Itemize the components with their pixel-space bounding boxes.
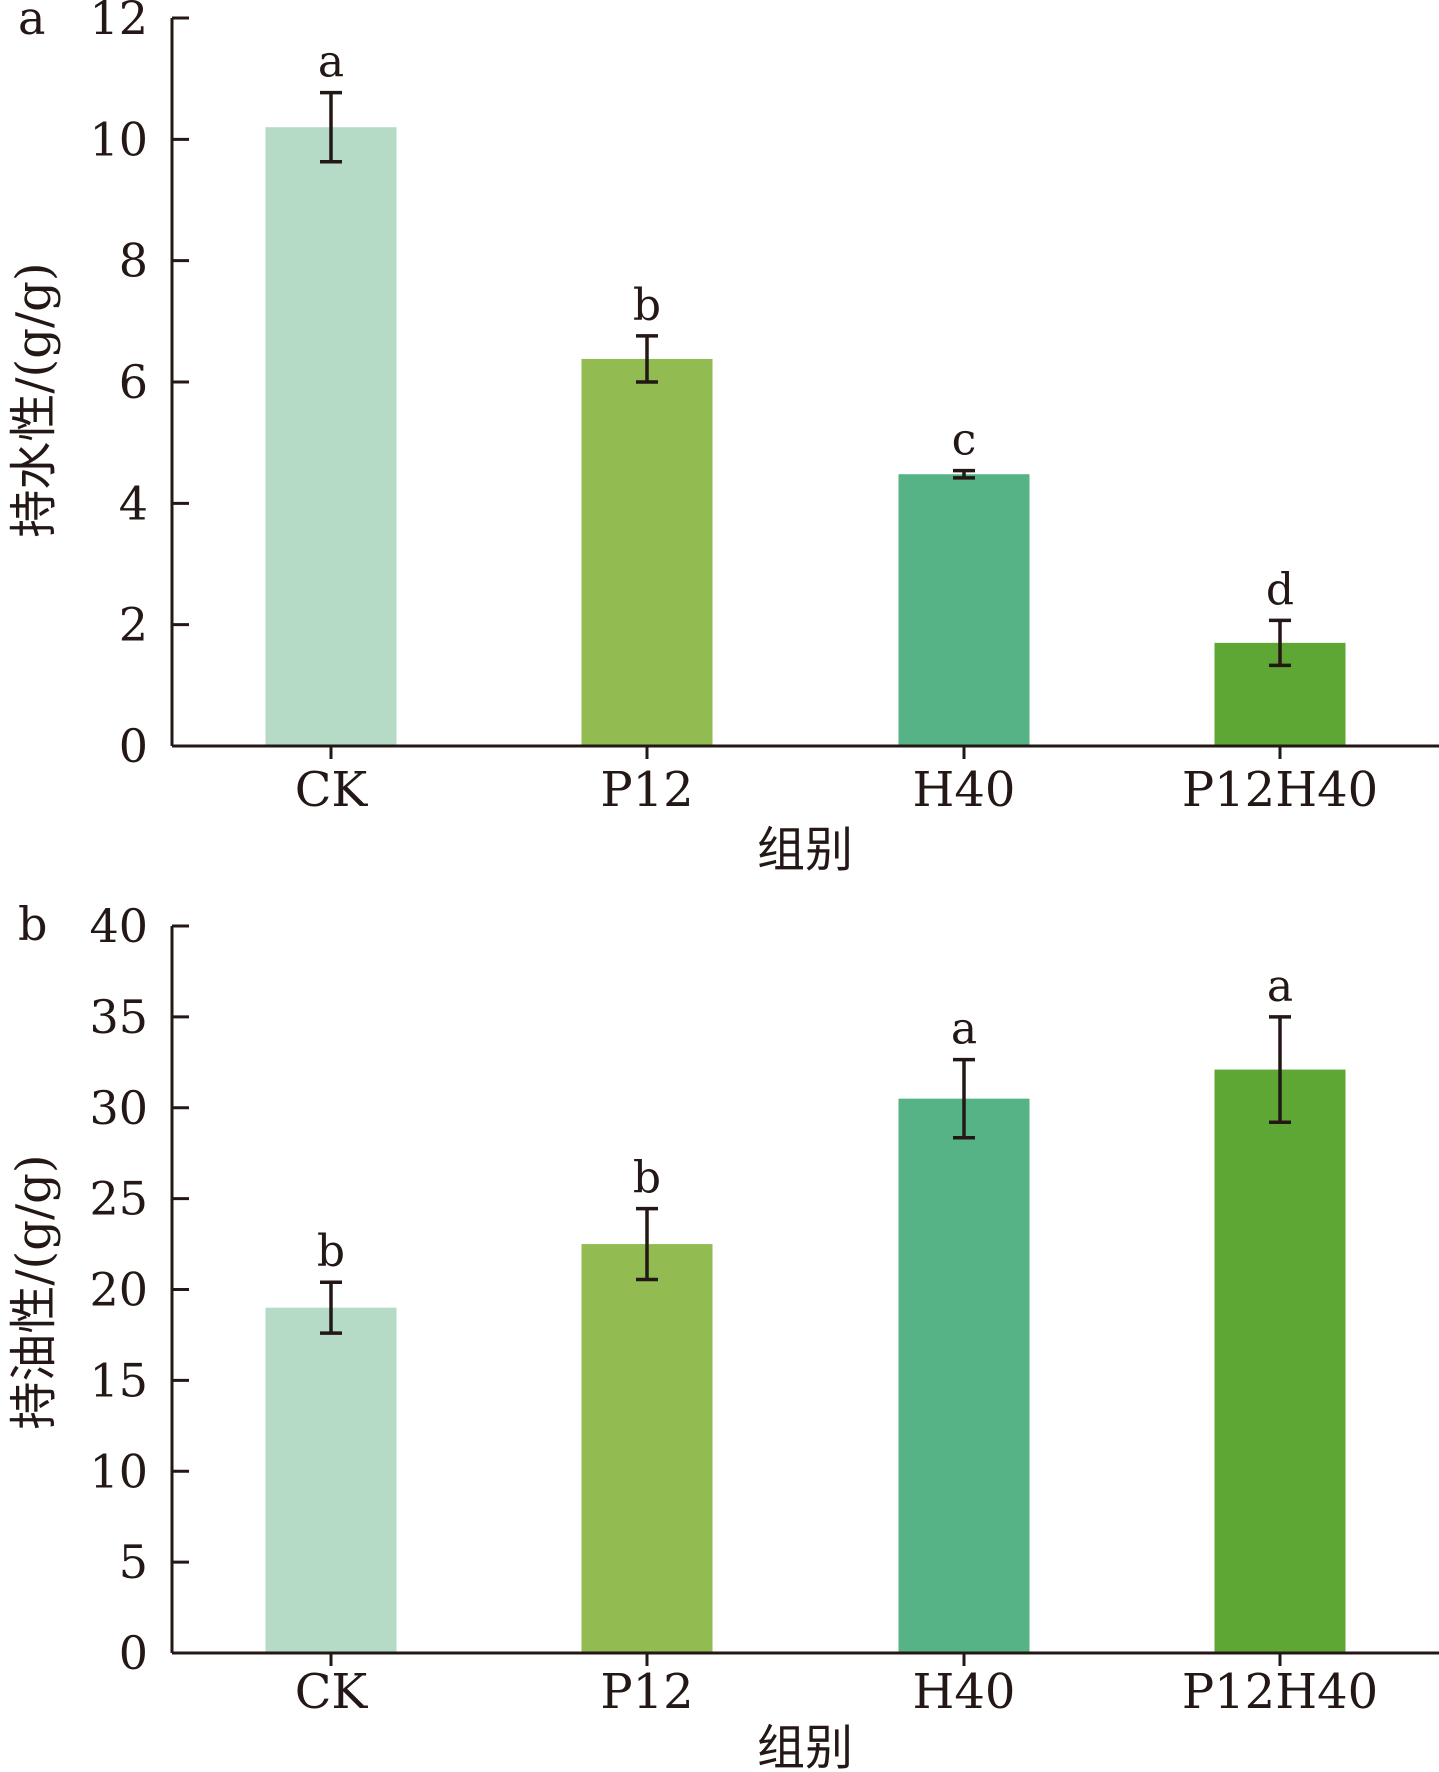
x-tick-label: CK <box>295 762 369 818</box>
y-tick-label: 5 <box>119 1535 148 1589</box>
x-tick-label: H40 <box>913 762 1016 818</box>
x-tick-label: P12 <box>600 1664 693 1720</box>
error-bars-b <box>320 1015 1291 1335</box>
y-tick-label: 40 <box>89 899 148 953</box>
x-axis-title-a: 组别 <box>757 822 853 878</box>
tick-marks-a <box>172 16 1282 759</box>
error-bar <box>1269 618 1291 668</box>
bars-b <box>265 1069 1346 1653</box>
bar <box>898 474 1030 746</box>
y-tick-label: 0 <box>119 719 148 773</box>
bar <box>581 1244 713 1653</box>
y-tick-labels-a: 0 2 4 6 8 10 12 <box>89 0 148 773</box>
y-tick-label: 30 <box>89 1081 148 1135</box>
bar <box>265 1307 397 1653</box>
y-tick-label: 12 <box>89 0 148 45</box>
significance-labels-b: b b a a <box>317 961 1293 1277</box>
significance-letter: c <box>952 415 977 466</box>
y-tick-labels-b: 0 5 10 15 20 25 30 35 40 <box>89 899 148 1680</box>
significance-labels-a: a b c d <box>318 37 1294 616</box>
significance-letter: b <box>633 1153 661 1204</box>
error-bar <box>320 1280 342 1335</box>
tick-marks-b <box>172 924 1282 1666</box>
x-tick-label: H40 <box>913 1664 1016 1720</box>
y-tick-label: 10 <box>89 1444 148 1498</box>
significance-letter: b <box>317 1226 345 1277</box>
x-tick-label: P12H40 <box>1182 1664 1378 1720</box>
y-tick-label: 35 <box>89 990 148 1044</box>
y-axis-title-b: 持油性/(g/g) <box>6 1154 62 1429</box>
y-tick-label: 15 <box>89 1353 148 1407</box>
error-bar <box>953 1057 975 1140</box>
x-tick-labels-a: CK P12 H40 P12H40 <box>295 762 1378 818</box>
bar <box>1214 1069 1346 1653</box>
bars-a <box>265 127 1346 746</box>
significance-letter: d <box>1266 564 1294 615</box>
y-tick-label: 2 <box>119 598 148 652</box>
x-tick-labels-b: CK P12 H40 P12H40 <box>295 1664 1378 1720</box>
bar <box>265 127 397 746</box>
significance-letter: a <box>951 1004 977 1055</box>
error-bars-a <box>320 90 1291 668</box>
y-tick-label: 6 <box>119 355 148 409</box>
error-bar <box>953 468 975 480</box>
x-tick-label: CK <box>295 1664 369 1720</box>
x-tick-label: P12 <box>600 762 693 818</box>
error-bar <box>636 334 658 384</box>
error-bar <box>320 90 342 164</box>
significance-letter: a <box>1267 961 1293 1012</box>
y-tick-label: 20 <box>89 1263 148 1317</box>
y-tick-label: 4 <box>119 476 148 530</box>
significance-letter: a <box>318 37 344 88</box>
error-bar <box>636 1206 658 1282</box>
panel-label-b: b <box>18 897 47 951</box>
significance-letter: b <box>633 280 661 331</box>
error-bar <box>1269 1015 1291 1125</box>
bar <box>581 358 713 746</box>
y-tick-label: 10 <box>89 112 148 166</box>
y-tick-label: 8 <box>119 234 148 288</box>
y-tick-label: 25 <box>89 1172 148 1226</box>
panel-label-a: a <box>18 0 45 45</box>
x-tick-label: P12H40 <box>1182 762 1378 818</box>
y-tick-label: 0 <box>119 1626 148 1680</box>
x-axis-title-b: 组别 <box>757 1720 853 1772</box>
y-axis-title-a: 持水性/(g/g) <box>6 262 62 537</box>
bar <box>898 1098 1030 1653</box>
